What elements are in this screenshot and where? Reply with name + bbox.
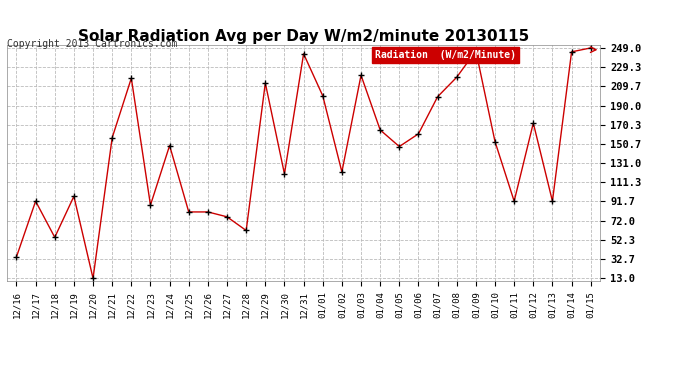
Title: Solar Radiation Avg per Day W/m2/minute 20130115: Solar Radiation Avg per Day W/m2/minute … [78, 29, 529, 44]
Text: Copyright 2013 Cartronics.com: Copyright 2013 Cartronics.com [7, 39, 177, 50]
Text: Radiation  (W/m2/Minute): Radiation (W/m2/Minute) [375, 50, 516, 60]
